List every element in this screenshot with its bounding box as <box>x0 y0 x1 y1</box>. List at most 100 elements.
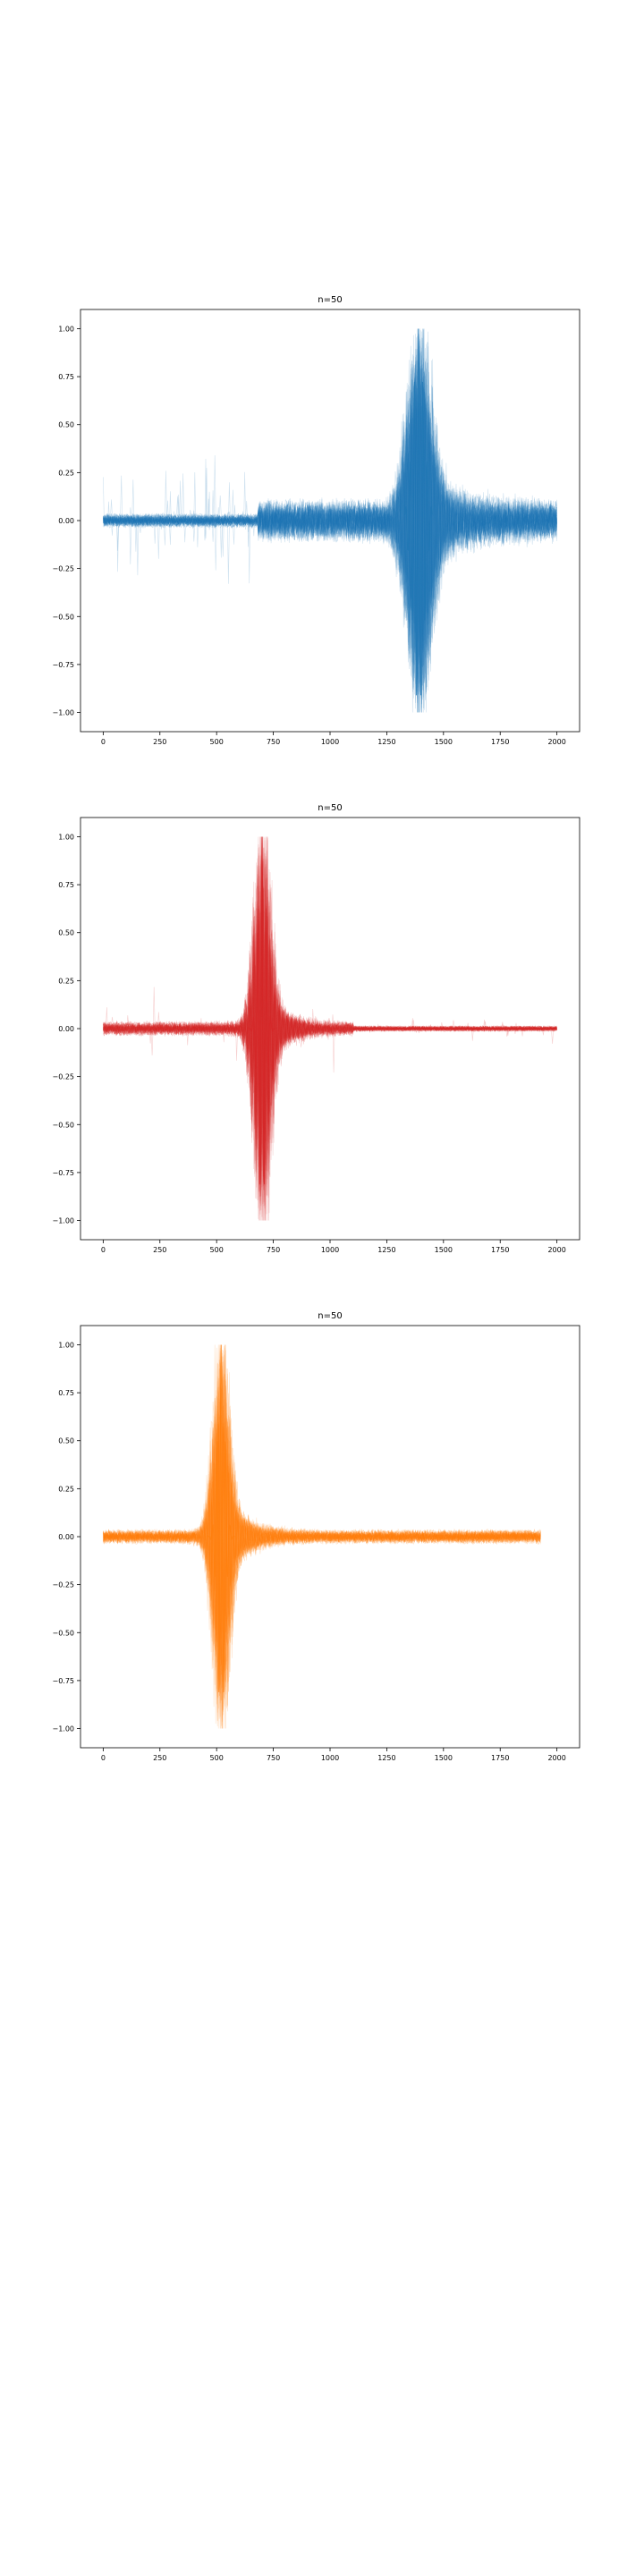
series-line <box>103 1344 541 1729</box>
series-peak-line <box>404 328 433 696</box>
series-line <box>103 405 557 656</box>
series-line <box>103 351 557 682</box>
series-line <box>103 1354 541 1726</box>
series-line <box>103 1344 541 1729</box>
series-line <box>103 328 557 709</box>
y-tick-label: 1.00 <box>58 325 74 333</box>
series-line <box>103 368 557 665</box>
series-group <box>103 1344 541 1729</box>
series-line <box>103 855 557 1221</box>
series-line <box>103 406 557 668</box>
series-line <box>103 1379 541 1710</box>
series-line <box>103 328 557 713</box>
series-line <box>103 1373 541 1729</box>
series-line <box>103 385 557 654</box>
series-line <box>103 1356 541 1707</box>
series-line <box>103 1344 541 1729</box>
series-line <box>103 1385 541 1694</box>
series-line <box>103 335 557 703</box>
series-line <box>103 1421 541 1675</box>
series-line <box>103 348 557 675</box>
series-line <box>103 337 557 713</box>
chart-title: n=50 <box>318 803 342 813</box>
series-line <box>103 1345 541 1700</box>
series-line <box>103 375 557 686</box>
y-tick-label: 0.50 <box>58 1437 74 1445</box>
series-line <box>103 858 557 1197</box>
series-line <box>103 874 557 1191</box>
y-tick-label: −0.50 <box>52 1121 74 1129</box>
y-tick-label: 0.25 <box>58 469 74 477</box>
series-line <box>103 1364 541 1668</box>
x-tick-label: 250 <box>153 1754 166 1762</box>
chart-1: n=50 0 250 500 750 1000 1250 1500 1750 2000 1.00 0.… <box>52 295 580 746</box>
series-line <box>103 328 557 704</box>
series-line <box>103 908 557 1177</box>
series-line <box>103 328 557 713</box>
chart-2: n=50 0 250 500 750 1000 1250 1500 1750 2000 1.00 0.… <box>52 803 580 1254</box>
series-line <box>103 1423 541 1676</box>
series-line <box>103 328 557 713</box>
series-line <box>103 1361 541 1729</box>
series-line <box>103 1383 541 1699</box>
series-line <box>103 885 557 1150</box>
y-tick-label: 0.00 <box>58 1533 74 1541</box>
y-tick-label: −0.75 <box>52 661 74 669</box>
series-line <box>103 836 557 1221</box>
series-line <box>103 333 557 713</box>
chart-3: n=50 0 250 500 750 1000 1250 1500 1750 2000 1.00 0.… <box>52 1311 580 1762</box>
series-line <box>103 1420 541 1650</box>
y-tick-label: −0.25 <box>52 565 74 573</box>
series-line <box>103 1365 541 1704</box>
y-tick-label: −1.00 <box>52 709 74 717</box>
series-line <box>103 836 557 1221</box>
y-tick-label: 0.50 <box>58 421 74 429</box>
series-line <box>103 1388 541 1683</box>
series-line <box>103 361 557 655</box>
series-line <box>103 878 557 1163</box>
series-line <box>103 1344 541 1712</box>
series-line <box>103 848 557 1209</box>
series-line <box>103 347 557 693</box>
series-line <box>103 836 557 1221</box>
series-line <box>103 1344 541 1729</box>
series-line <box>103 1344 541 1723</box>
series-line <box>103 1386 541 1716</box>
series-line <box>103 836 557 1221</box>
y-tick-label: −1.00 <box>52 1725 74 1733</box>
series-line <box>103 1390 541 1657</box>
series-line <box>103 385 557 695</box>
x-tick-label: 0 <box>101 1246 106 1254</box>
y-tick-label: 1.00 <box>58 1341 74 1349</box>
series-line <box>103 1378 541 1705</box>
series-line <box>103 360 557 713</box>
series-line <box>103 1423 541 1661</box>
series-peak-line <box>248 836 276 1184</box>
series-line <box>103 852 557 1185</box>
x-tick-label: 750 <box>267 738 280 746</box>
series-line <box>103 881 557 1202</box>
series-line <box>103 860 557 1174</box>
series-line <box>103 330 557 700</box>
series-line <box>103 864 557 1204</box>
series-line <box>103 866 557 1178</box>
series-line <box>103 836 557 1221</box>
series-line <box>103 1386 541 1696</box>
series-line <box>103 836 557 1221</box>
y-tick-label: 0.75 <box>58 1389 74 1397</box>
x-tick-label: 500 <box>210 738 224 746</box>
y-tick-label: 0.25 <box>58 1485 74 1493</box>
series-line <box>103 328 557 695</box>
x-tick-label: 1500 <box>435 1754 453 1762</box>
series-line <box>103 837 557 1196</box>
series-line <box>103 1349 541 1717</box>
series-line <box>103 888 557 1168</box>
series-line <box>103 377 557 674</box>
series-group <box>103 328 557 713</box>
series-line <box>103 859 557 1187</box>
series-line <box>103 343 557 698</box>
series-line <box>103 1415 541 1682</box>
series-peak-line <box>207 1344 235 1692</box>
series-line <box>103 364 557 666</box>
